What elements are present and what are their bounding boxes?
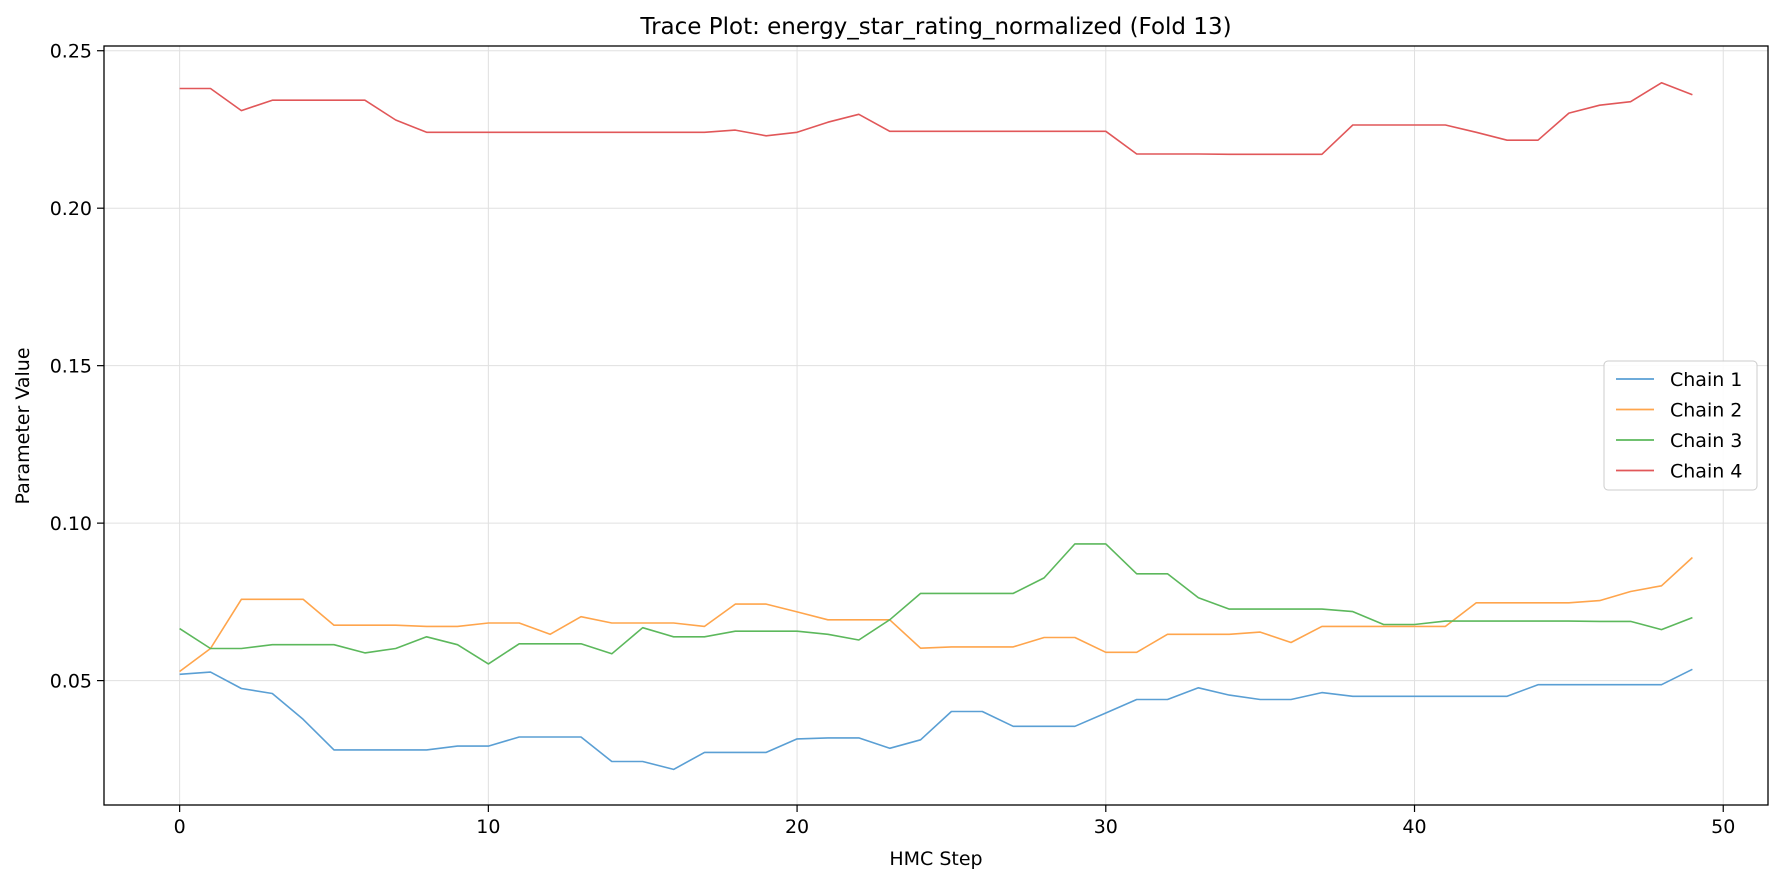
series-line-chain-3 — [179, 543, 1693, 665]
x-tick-label: 10 — [476, 816, 500, 838]
y-tick-label: 0.20 — [50, 198, 92, 220]
legend-label-chain-2: Chain 2 — [1670, 400, 1742, 422]
x-tick-label: 30 — [1094, 816, 1118, 838]
axis-ticks: 0 10 20 30 40 50 0.05 0.10 0.15 0.20 0.25 — [50, 41, 1736, 838]
series-line-chain-1 — [179, 668, 1693, 771]
series-line-chain-2 — [179, 556, 1693, 673]
x-tick-label: 0 — [174, 816, 186, 838]
x-tick-label: 40 — [1402, 816, 1426, 838]
plot-frame — [103, 45, 1769, 806]
y-tick-label: 0.15 — [50, 356, 92, 378]
y-axis-label: Parameter Value — [12, 347, 34, 504]
x-tick-label: 20 — [785, 816, 809, 838]
x-tick-label: 50 — [1711, 816, 1735, 838]
legend-label-chain-3: Chain 3 — [1670, 430, 1742, 452]
y-tick-label: 0.25 — [50, 41, 92, 63]
chart-title: Trace Plot: energy_star_rating_normalize… — [639, 14, 1231, 40]
legend-box — [1603, 360, 1758, 491]
legend-label-chain-1: Chain 1 — [1670, 369, 1742, 391]
x-axis-label: HMC Step — [889, 848, 982, 870]
legend-label-chain-4: Chain 4 — [1670, 461, 1742, 483]
legend: Chain 1 Chain 2 Chain 3 Chain 4 — [1603, 360, 1758, 491]
y-tick-label: 0.10 — [50, 513, 92, 535]
series-line-chain-4 — [179, 82, 1693, 156]
y-tick-label: 0.05 — [50, 671, 92, 693]
series-lines — [179, 82, 1693, 771]
